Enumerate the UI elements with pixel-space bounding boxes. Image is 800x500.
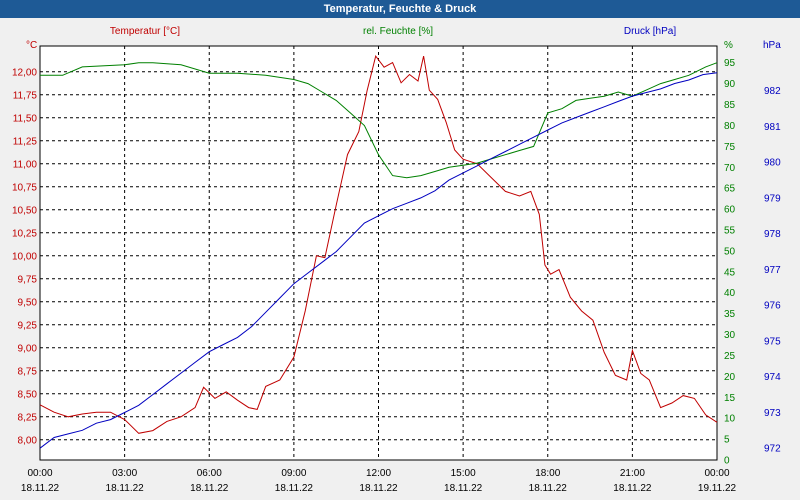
x-tick-time: 09:00 [281,468,306,479]
pressure-tick-label: 972 [764,444,781,455]
humidity-series-line [40,62,718,179]
temperature-tick-label: 10,25 [12,228,37,239]
humidity-tick-label: 10 [724,414,736,425]
temperature-tick-label: 9,25 [18,320,38,331]
temperature-tick-label: 10,75 [12,182,37,193]
temperature-series-line [39,54,718,434]
x-tick-date: 18.11.22 [106,483,145,494]
humidity-unit-label: % [724,40,733,51]
humidity-tick-label: 80 [724,121,736,132]
temperature-tick-label: 10,50 [12,205,37,216]
x-tick-time: 18:00 [535,468,560,479]
pressure-tick-label: 981 [764,122,781,133]
humidity-tick-label: 55 [724,226,736,237]
humidity-tick-label: 40 [724,288,736,299]
humidity-tick-label: 60 [724,205,736,216]
x-tick-date: 18.11.22 [21,483,60,494]
x-tick-date: 18.11.22 [529,483,568,494]
pressure-tick-label: 974 [764,372,781,383]
pressure-tick-label: 973 [764,408,781,419]
humidity-tick-label: 90 [724,79,736,90]
temperature-tick-label: 11,25 [13,136,38,147]
pressure-tick-label: 982 [764,86,781,97]
pressure-unit-label: hPa [763,40,781,51]
humidity-axis-title: rel. Feuchte [%] [363,26,433,37]
pressure-tick-label: 977 [764,265,781,276]
temperature-tick-label: 9,00 [18,343,38,354]
humidity-tick-label: 15 [724,393,736,404]
x-tick-time: 00:00 [27,468,52,479]
temperature-tick-label: 11,75 [13,90,38,101]
humidity-tick-label: 85 [724,100,736,111]
temperature-tick-label: 8,50 [18,389,38,400]
humidity-tick-label: 75 [724,142,736,153]
x-tick-date: 18.11.22 [444,483,483,494]
x-tick-time: 06:00 [197,468,222,479]
temperature-tick-label: 8,75 [18,366,38,377]
humidity-tick-label: 25 [724,351,736,362]
pressure-tick-label: 976 [764,301,781,312]
x-tick-date: 18.11.22 [275,483,314,494]
x-tick-date: 19.11.22 [698,483,737,494]
humidity-tick-label: 35 [724,309,736,320]
pressure-series-line [39,72,718,449]
temperature-tick-label: 9,75 [18,274,38,285]
temperature-tick-label: 9,50 [18,297,38,308]
humidity-tick-label: 95 [724,58,736,69]
temperature-tick-label: 8,25 [18,412,38,423]
humidity-tick-label: 5 [724,435,730,446]
temperature-tick-label: 12,00 [12,67,37,78]
x-tick-time: 21:00 [620,468,645,479]
pressure-axis-title: Druck [hPa] [624,26,676,37]
pressure-tick-label: 980 [764,158,781,169]
humidity-tick-label: 30 [724,330,736,341]
temperature-tick-label: 11,00 [13,159,38,170]
x-tick-time: 00:00 [704,468,729,479]
temperature-tick-label: 8,00 [18,435,38,446]
x-tick-time: 03:00 [112,468,137,479]
humidity-tick-label: 20 [724,372,736,383]
pressure-tick-label: 975 [764,336,781,347]
temperature-unit-label: °C [26,40,37,51]
x-tick-time: 12:00 [366,468,391,479]
temperature-tick-label: 11,50 [13,113,38,124]
pressure-tick-label: 979 [764,193,781,204]
humidity-tick-label: 65 [724,184,736,195]
x-tick-date: 18.11.22 [359,483,398,494]
humidity-tick-label: 0 [724,456,730,467]
pressure-tick-label: 978 [764,229,781,240]
window-title: Temperatur, Feuchte & Druck [0,0,800,18]
temperature-axis-title: Temperatur [°C] [110,26,180,37]
humidity-tick-label: 45 [724,267,736,278]
humidity-tick-label: 70 [724,163,736,174]
humidity-tick-label: 50 [724,246,736,257]
x-tick-time: 15:00 [451,468,476,479]
x-tick-date: 18.11.22 [613,483,652,494]
temperature-tick-label: 10,00 [12,251,37,262]
x-tick-date: 18.11.22 [190,483,229,494]
